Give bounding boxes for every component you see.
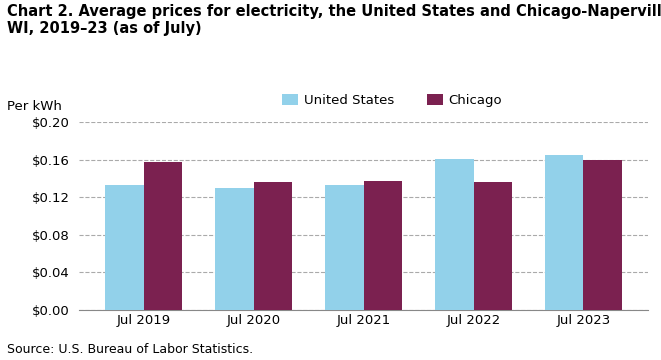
- Bar: [364, 181, 402, 310]
- Bar: [254, 182, 292, 310]
- Bar: [143, 162, 182, 310]
- Bar: [325, 185, 364, 310]
- Text: Source: U.S. Bureau of Labor Statistics.: Source: U.S. Bureau of Labor Statistics.: [7, 343, 253, 356]
- Bar: [105, 185, 143, 310]
- Bar: [473, 182, 512, 310]
- Bar: [215, 188, 254, 310]
- Text: Per kWh: Per kWh: [7, 100, 61, 113]
- Text: Chart 2. Average prices for electricity, the United States and Chicago-Napervill: Chart 2. Average prices for electricity,…: [7, 4, 661, 36]
- Legend: United States, Chicago: United States, Chicago: [277, 89, 507, 112]
- Bar: [584, 160, 622, 310]
- Bar: [545, 155, 584, 310]
- Bar: [435, 159, 473, 310]
